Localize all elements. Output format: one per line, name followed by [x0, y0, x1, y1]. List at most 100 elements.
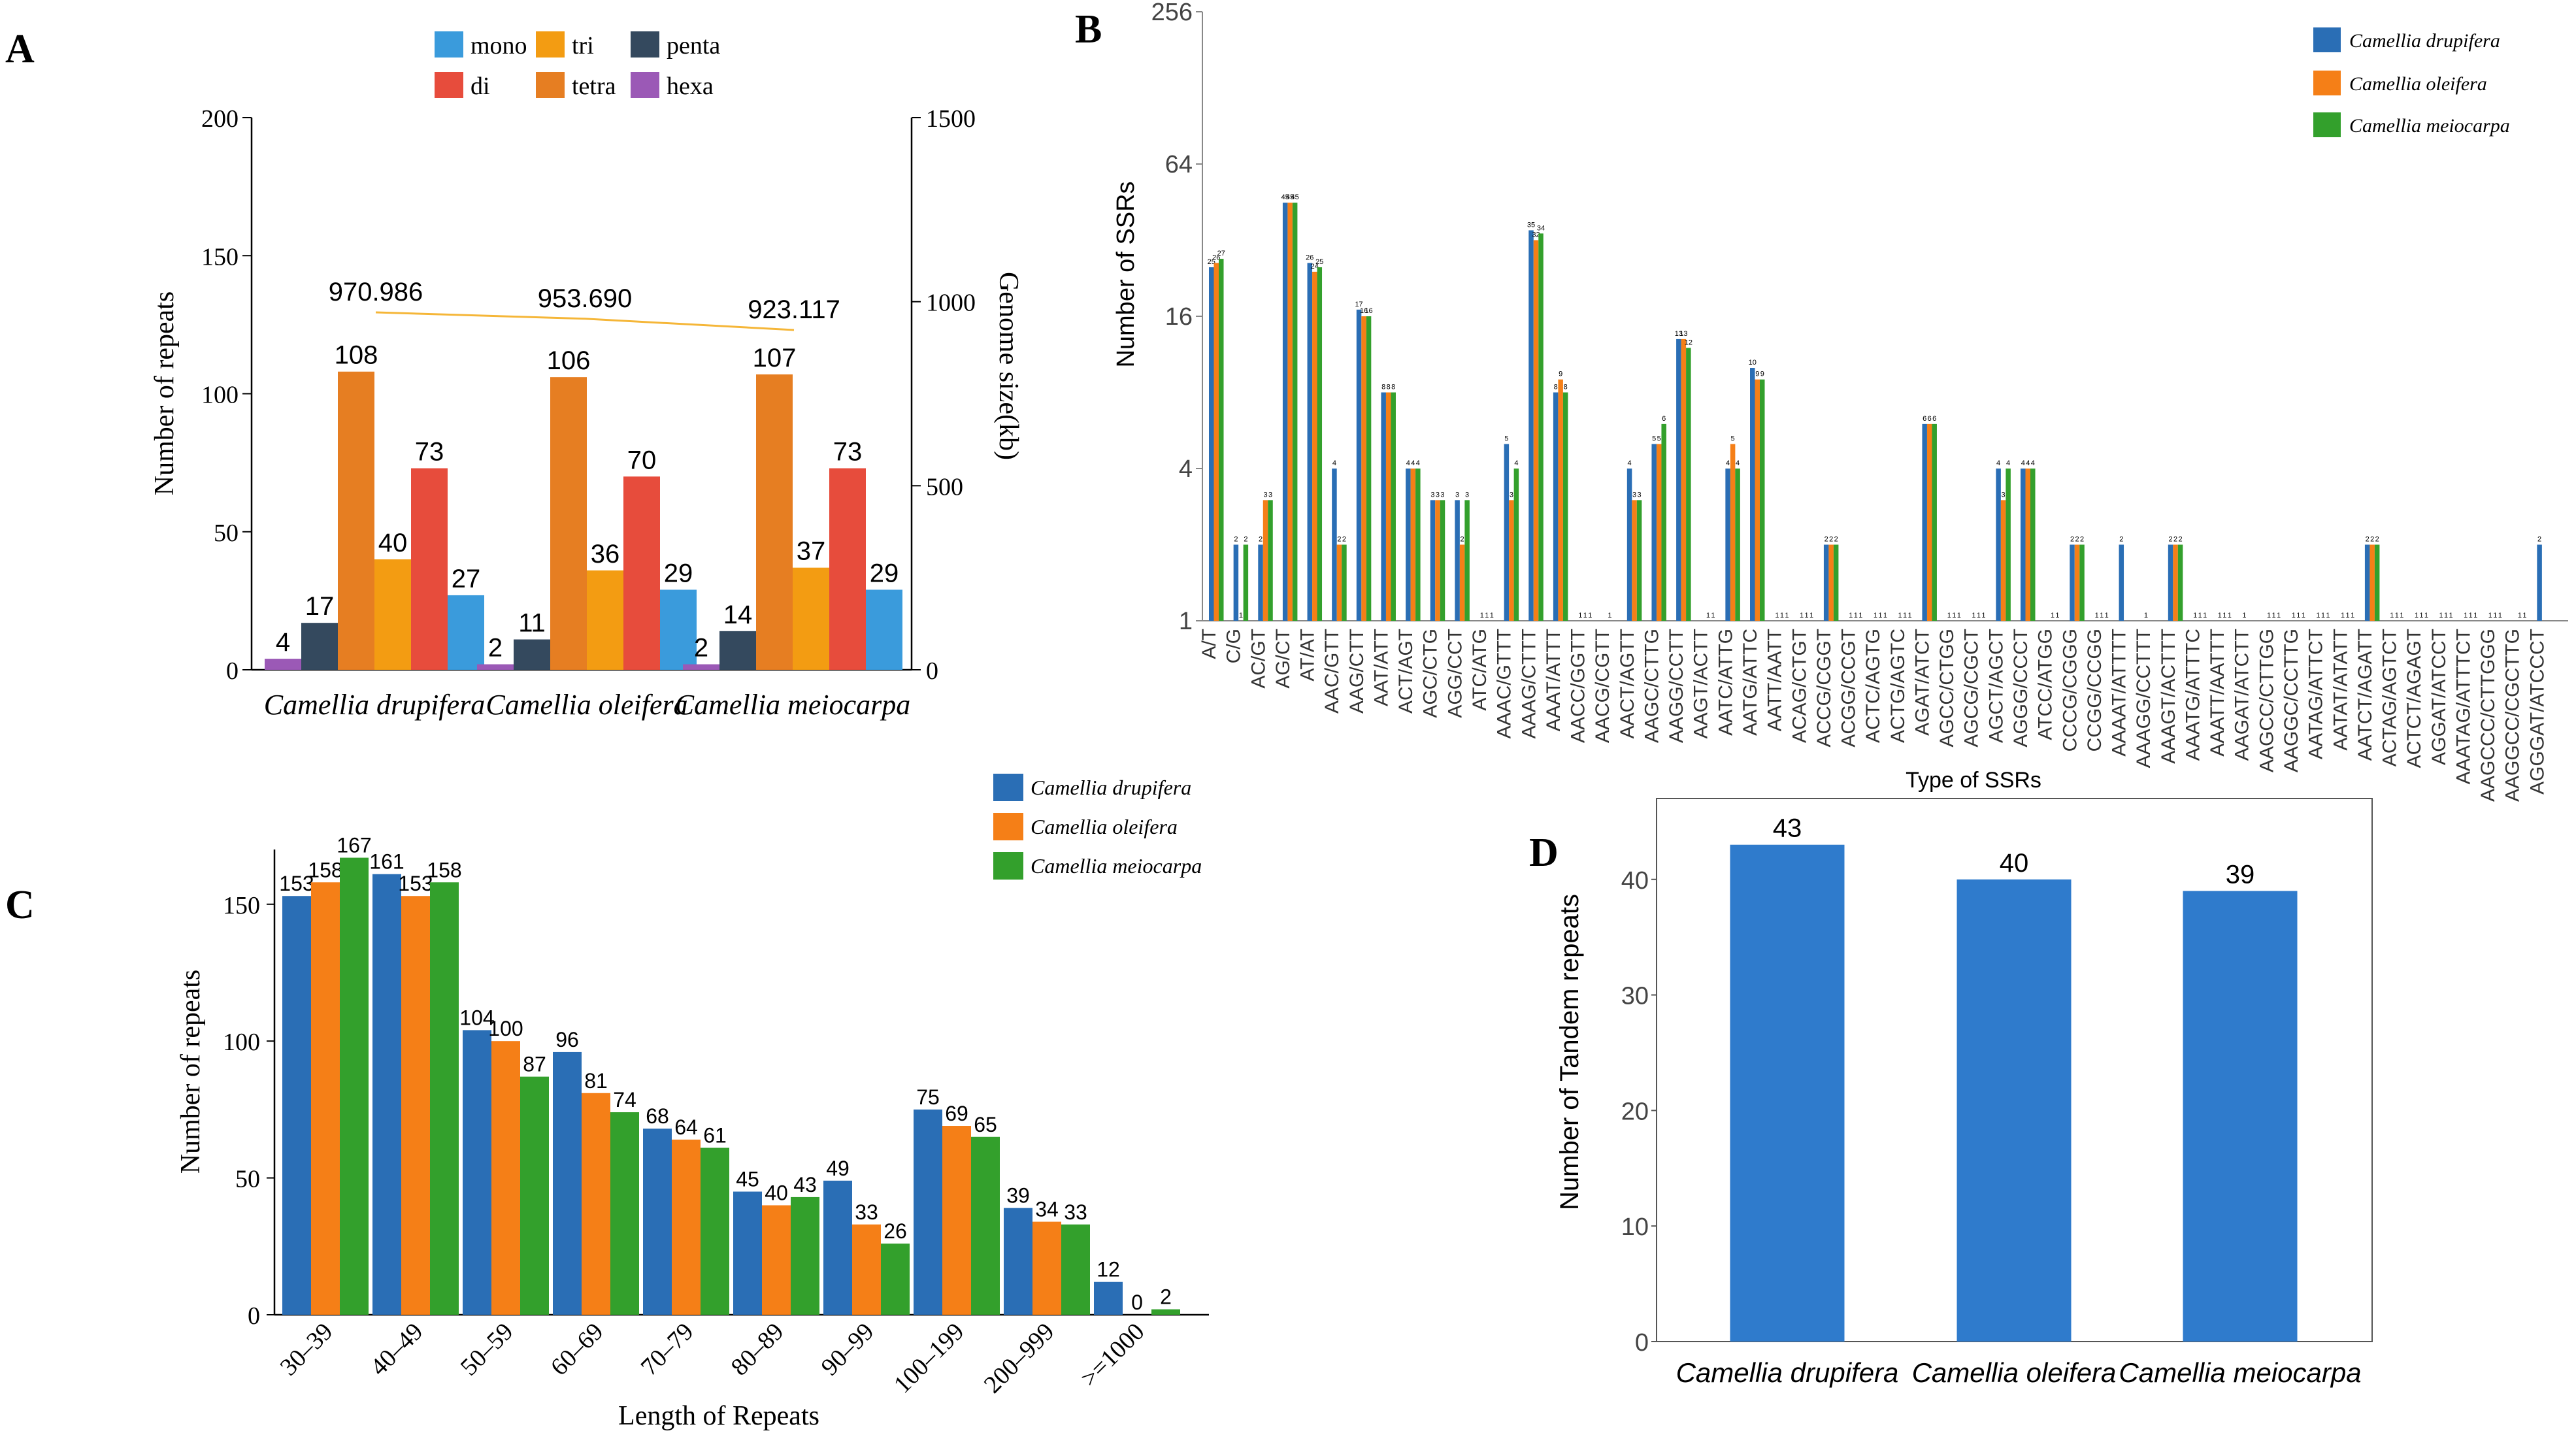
a-ytick-label: 100 — [201, 382, 239, 409]
b-bar-value: 2 — [2080, 536, 2084, 544]
b-bar-s2 — [1661, 423, 1666, 621]
b-bar-value: 9 — [1760, 371, 1764, 378]
b-category-label: ACGG/CCGT — [1838, 629, 1860, 748]
a-bar-hexa — [683, 664, 719, 670]
d-category-label: Camellia oleifera — [1912, 1357, 2117, 1388]
a-bar-value: 2 — [694, 634, 708, 663]
d-bar — [1957, 879, 2072, 1342]
a-bar-mono — [866, 589, 902, 670]
b-category-label: AATCT/AGATT — [2354, 629, 2376, 761]
b-bar-s0 — [1528, 230, 1534, 621]
b-bar-value: 45 — [1286, 193, 1294, 201]
b-category-label: ACCG/CGGT — [1813, 629, 1835, 748]
b-category-label: AAAAT/ATTTT — [2109, 629, 2130, 757]
b-bar-s0 — [1504, 444, 1510, 621]
c-bar-value: 74 — [613, 1088, 636, 1112]
c-bar-s1 — [491, 1041, 520, 1315]
b-bar-s2 — [1538, 233, 1544, 621]
a-bar-tri — [374, 559, 411, 670]
b-bar-value: 1 — [1903, 612, 1907, 619]
b-legend-label: Camellia oleifera — [2349, 73, 2487, 95]
b-bar-s0 — [1430, 500, 1436, 621]
b-category-label: AACG/CGTT — [1592, 629, 1613, 743]
b-bar-s2 — [2374, 544, 2380, 621]
b-bar-s1 — [1681, 338, 1687, 621]
b-bar-value: 1 — [2242, 612, 2246, 619]
b-category-label: AGG/CCT — [1444, 629, 1466, 718]
b-bar-value: 1 — [1981, 612, 1985, 619]
b-category-label: AAATG/ATTTC — [2182, 629, 2204, 761]
b-bar-value: 1 — [1849, 612, 1853, 619]
b-bar-value: 4 — [1411, 459, 1415, 467]
b-bar-value: 1 — [2222, 612, 2226, 619]
b-bar-s2 — [1243, 544, 1249, 621]
b-category-label: AAGC/CTTG — [1641, 629, 1662, 743]
a-y2tick-label: 1000 — [926, 289, 976, 317]
b-legend-swatch — [2313, 27, 2341, 52]
b-bar-s2 — [1636, 500, 1642, 621]
b-category-label: AAGGC/CCTTG — [2281, 629, 2302, 772]
b-bar-value: 1 — [1883, 612, 1887, 619]
d-ytick-label: 40 — [1621, 867, 1649, 895]
a-legend-swatch-tri — [536, 31, 565, 58]
c-category-label: >=1000 — [1076, 1318, 1150, 1393]
b-bar-value: 1 — [1578, 612, 1582, 619]
b-bar-value: 3 — [1455, 491, 1459, 499]
b-bar-s2 — [1342, 544, 1347, 621]
b-category-label: AATC/ATTG — [1715, 629, 1736, 736]
b-bar-s1 — [1263, 500, 1268, 621]
b-bar-value: 1 — [2100, 612, 2104, 619]
c-category-label: 90–99 — [816, 1318, 880, 1381]
a-y2label: Genome size(kb) — [993, 272, 1023, 460]
a-bar-mono — [448, 595, 484, 670]
b-bar-value: 2 — [1461, 536, 1464, 544]
c-category-label: 200–999 — [979, 1318, 1060, 1399]
b-category-label: ACT/AGT — [1395, 629, 1417, 714]
b-bar-value: 1 — [2415, 612, 2419, 619]
c-bar-value: 158 — [308, 858, 342, 882]
b-bar-s0 — [1651, 444, 1657, 621]
b-bar-value: 2 — [1244, 536, 1247, 544]
b-bar-value: 1 — [2390, 612, 2394, 619]
b-bar-s0 — [1922, 423, 1927, 621]
d-bar — [2183, 891, 2298, 1342]
b-bar-s2 — [1268, 500, 1273, 621]
c-bar-s2 — [340, 857, 369, 1315]
b-bar-value: 3 — [2002, 491, 2006, 499]
b-category-label: ACTC/AGTG — [1862, 629, 1884, 743]
b-bar-value: 27 — [1217, 250, 1225, 257]
a-bar-value: 11 — [518, 609, 546, 638]
b-category-label: AAAT/ATTT — [1543, 629, 1564, 731]
c-bar-s1 — [672, 1139, 701, 1315]
b-category-label: AACT/AGTT — [1617, 629, 1638, 738]
c-bar-s2 — [1061, 1224, 1090, 1315]
b-bar-value: 4 — [1332, 459, 1336, 467]
b-bar-value: 13 — [1679, 330, 1687, 338]
b-bar-value: 8 — [1554, 384, 1558, 391]
b-bar-s0 — [2119, 544, 2124, 621]
panel-label-c: C — [5, 883, 35, 927]
b-bar-s1 — [1361, 316, 1366, 621]
b-bar-s0 — [2537, 544, 2542, 621]
b-bar-value: 3 — [1638, 491, 1642, 499]
b-bar-value: 2 — [2375, 536, 2379, 544]
b-bar-value: 4 — [2021, 459, 2025, 467]
b-bar-s2 — [1833, 544, 1839, 621]
c-bar-s1 — [401, 896, 430, 1315]
b-category-label: AGAT/ATCT — [1911, 629, 1933, 736]
c-bar-s0 — [823, 1180, 852, 1315]
b-bar-s1 — [2025, 469, 2030, 621]
a-bar-mono — [660, 589, 697, 670]
c-bar-value: 69 — [945, 1102, 968, 1125]
a-bar-value: 29 — [870, 559, 899, 587]
b-bar-value: 1 — [1800, 612, 1804, 619]
panel-c-chart: 0 50 100 150 Number of repeats Length of Repe… — [176, 774, 1209, 1431]
b-bar-value: 1 — [2488, 612, 2492, 619]
b-bar-value: 5 — [1731, 435, 1735, 442]
b-bar-value: 9 — [1755, 371, 1759, 378]
c-legend-swatch — [993, 852, 1023, 880]
b-bar-s0 — [1455, 500, 1460, 621]
b-bar-value: 1 — [2326, 612, 2330, 619]
b-bar-value: 1 — [1583, 612, 1587, 619]
